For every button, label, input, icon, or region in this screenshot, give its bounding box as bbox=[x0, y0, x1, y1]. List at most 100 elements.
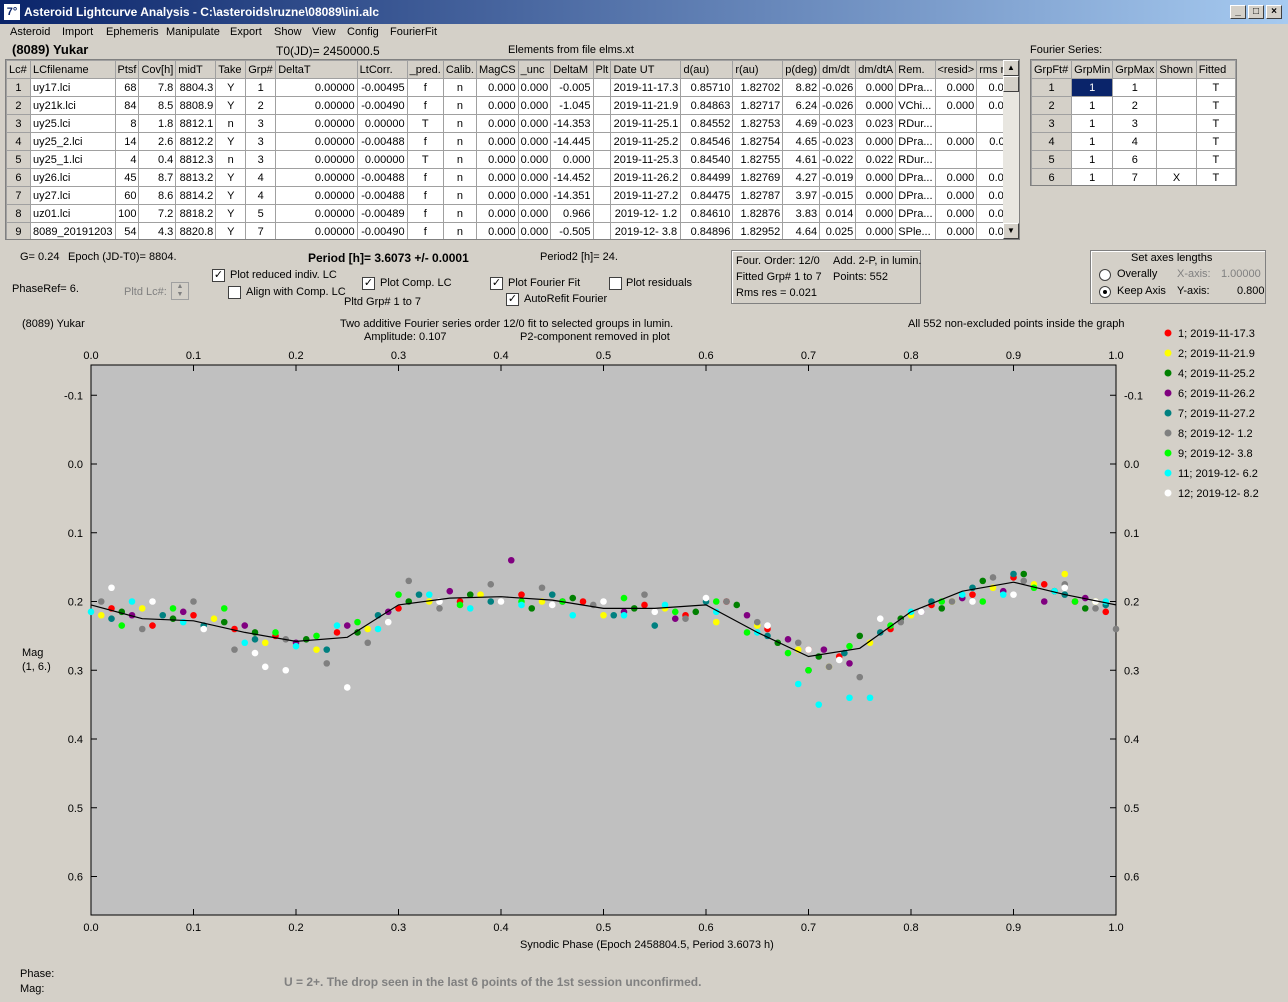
column-header[interactable]: Take bbox=[215, 60, 247, 79]
table-cell[interactable]: 0.025 bbox=[819, 222, 857, 239]
y-axis-value[interactable]: 0.800 bbox=[1237, 285, 1265, 297]
column-header[interactable]: Calib. bbox=[442, 60, 477, 79]
column-header[interactable]: LtCorr. bbox=[356, 60, 408, 79]
table-cell[interactable]: 8812.3 bbox=[175, 150, 217, 169]
table-cell[interactable]: 2019-11-26.2 bbox=[610, 168, 682, 187]
table-cell[interactable]: n bbox=[442, 186, 477, 205]
table-cell[interactable]: 8818.2 bbox=[175, 204, 217, 223]
table-cell[interactable]: 4.69 bbox=[782, 114, 821, 133]
table-cell[interactable]: 14 bbox=[114, 132, 140, 151]
table-row[interactable]: 6 uy26.lci 45 8.7 8813.2 Y 4 0.00000 -0.00488 f n 0… bbox=[6, 168, 1019, 187]
table-cell[interactable]: 0.84499 bbox=[680, 168, 734, 187]
table-cell[interactable]: 1 bbox=[1031, 78, 1073, 97]
column-header[interactable]: p(deg) bbox=[782, 60, 821, 79]
table-cell[interactable]: 3 bbox=[1112, 114, 1158, 133]
scroll-up-icon[interactable]: ▲ bbox=[1003, 60, 1019, 76]
table-cell[interactable]: -14.445 bbox=[550, 132, 594, 151]
table-cell[interactable]: 1.82702 bbox=[732, 78, 784, 97]
table-cell[interactable]: X bbox=[1156, 168, 1197, 185]
table-cell[interactable]: 0.000 bbox=[517, 96, 552, 115]
plot-reduced-checkbox[interactable]: ✓ bbox=[212, 269, 225, 282]
table-cell[interactable]: 0.000 bbox=[934, 132, 978, 151]
table-cell[interactable]: 8 bbox=[6, 204, 31, 223]
table-cell[interactable]: 0.4 bbox=[138, 150, 177, 169]
table-cell[interactable]: 8812.1 bbox=[175, 114, 217, 133]
table-cell[interactable]: 0.022 bbox=[855, 150, 897, 169]
table-cell[interactable]: -14.353 bbox=[550, 114, 594, 133]
table-cell[interactable]: 1.8 bbox=[138, 114, 177, 133]
table-cell[interactable]: 1 bbox=[1071, 114, 1114, 133]
column-header[interactable]: MagCS bbox=[475, 60, 519, 79]
table-cell[interactable]: DPra... bbox=[895, 78, 936, 97]
table-cell[interactable]: -0.00488 bbox=[356, 186, 408, 205]
table-cell[interactable]: f bbox=[406, 222, 444, 239]
table-cell[interactable]: 0.000 bbox=[855, 96, 897, 115]
table-cell[interactable]: n bbox=[442, 78, 477, 97]
table-cell[interactable]: f bbox=[406, 96, 444, 115]
plot-comp-checkbox[interactable]: ✓ bbox=[362, 277, 375, 290]
table-cell[interactable]: Y bbox=[215, 222, 247, 239]
table-cell[interactable]: 0.84475 bbox=[680, 186, 734, 205]
table-cell[interactable]: -0.00490 bbox=[356, 96, 408, 115]
table-cell[interactable]: 0.023 bbox=[855, 114, 897, 133]
scroll-down-icon[interactable]: ▼ bbox=[1003, 223, 1019, 239]
table-cell[interactable]: 2019-11-21.9 bbox=[610, 96, 682, 115]
menu-import[interactable]: Import bbox=[62, 26, 94, 38]
table-cell[interactable]: 7 bbox=[245, 222, 277, 239]
table-cell[interactable]: Y bbox=[215, 186, 247, 205]
table-cell[interactable]: 0.000 bbox=[855, 204, 897, 223]
table-cell[interactable]: 0.000 bbox=[934, 78, 978, 97]
table-cell[interactable]: 6 bbox=[1031, 168, 1073, 185]
table-cell[interactable]: 0.000 bbox=[934, 186, 978, 205]
table-cell[interactable]: 4.27 bbox=[782, 168, 821, 187]
table-cell[interactable]: 0.84610 bbox=[680, 204, 734, 223]
table-cell[interactable]: 0.000 bbox=[475, 96, 519, 115]
table-cell[interactable]: 2.6 bbox=[138, 132, 177, 151]
table-cell[interactable]: T bbox=[1195, 150, 1236, 169]
plot-fourier-checkbox[interactable]: ✓ bbox=[490, 277, 503, 290]
table-cell[interactable] bbox=[592, 78, 612, 97]
table-cell[interactable]: 0.84552 bbox=[680, 114, 734, 133]
table-cell[interactable]: 1.82769 bbox=[732, 168, 784, 187]
table-cell[interactable]: 8814.2 bbox=[175, 186, 217, 205]
table-cell[interactable]: 5 bbox=[1031, 150, 1073, 169]
column-header[interactable]: Shown bbox=[1156, 60, 1197, 79]
table-row[interactable]: 7 uy27.lci 60 8.6 8814.2 Y 4 0.00000 -0.00488 f n 0… bbox=[6, 186, 1019, 205]
table-cell[interactable]: 0.000 bbox=[517, 204, 552, 223]
scroll-thumb[interactable] bbox=[1003, 76, 1019, 92]
table-cell[interactable]: T bbox=[1195, 114, 1236, 133]
table-cell[interactable]: T bbox=[1195, 132, 1236, 151]
table-cell[interactable]: uy25_2.lci bbox=[29, 132, 116, 151]
table-cell[interactable]: -0.022 bbox=[819, 150, 857, 169]
table-cell[interactable]: 60 bbox=[114, 186, 140, 205]
table-cell[interactable]: 1.82952 bbox=[732, 222, 784, 239]
table-cell[interactable] bbox=[1156, 150, 1197, 169]
table-cell[interactable]: Y bbox=[215, 204, 247, 223]
table-cell[interactable]: 4 bbox=[114, 150, 140, 169]
column-header[interactable]: GrpMax bbox=[1112, 60, 1158, 79]
table-cell[interactable]: 0.000 bbox=[855, 168, 897, 187]
table-cell[interactable]: 2 bbox=[245, 96, 277, 115]
table-cell[interactable]: 0.000 bbox=[855, 78, 897, 97]
table-cell[interactable]: 1.82755 bbox=[732, 150, 784, 169]
table-cell[interactable]: 2019-11-27.2 bbox=[610, 186, 682, 205]
column-header[interactable]: Rem. bbox=[895, 60, 936, 79]
table-cell[interactable]: 0.84540 bbox=[680, 150, 734, 169]
table-cell[interactable] bbox=[592, 186, 612, 205]
table-cell[interactable]: f bbox=[406, 132, 444, 151]
table-cell[interactable]: uz01.lci bbox=[29, 204, 116, 223]
menu-config[interactable]: Config bbox=[347, 26, 379, 38]
table-cell[interactable]: -0.026 bbox=[819, 78, 857, 97]
table-cell[interactable]: 4 bbox=[1112, 132, 1158, 151]
table-cell[interactable]: n bbox=[442, 204, 477, 223]
table-cell[interactable]: 5 bbox=[245, 204, 277, 223]
table-cell[interactable]: -14.351 bbox=[550, 186, 594, 205]
table-cell[interactable]: -0.026 bbox=[819, 96, 857, 115]
lightcurve-plot[interactable]: (8089) Yukar Two additive Fourier series… bbox=[18, 313, 1268, 963]
table-cell[interactable]: T bbox=[1195, 168, 1236, 185]
